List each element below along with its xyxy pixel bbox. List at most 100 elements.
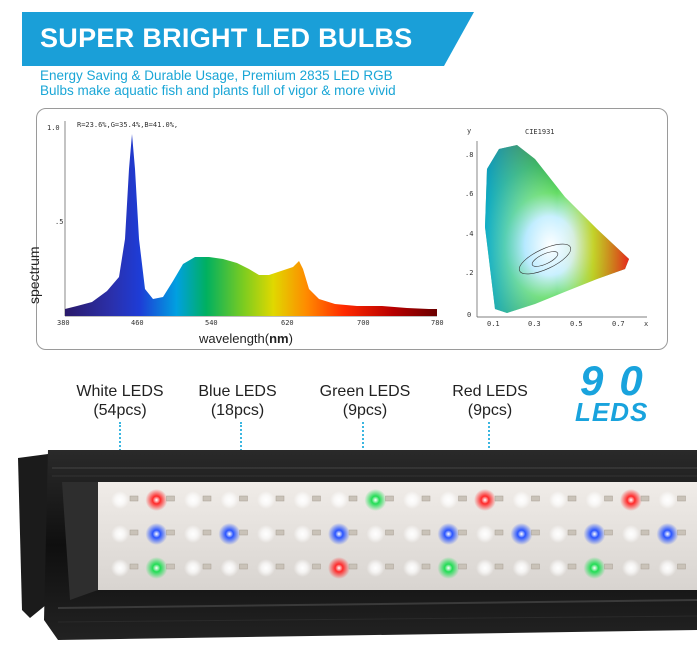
led-resistor xyxy=(348,529,358,536)
led-resistor xyxy=(421,529,431,536)
led-resistor xyxy=(312,563,321,570)
led-resistor xyxy=(202,563,212,570)
green-led xyxy=(364,489,387,511)
white-led xyxy=(366,525,385,543)
led-resistor xyxy=(677,495,686,502)
white-led xyxy=(549,525,567,543)
led-light-bar xyxy=(18,450,697,640)
led-resistor xyxy=(640,563,650,570)
led-resistor xyxy=(567,529,577,536)
led-resistor xyxy=(421,495,431,502)
white-led xyxy=(403,559,421,577)
white-led xyxy=(622,525,640,543)
white-led xyxy=(257,559,275,577)
white-led xyxy=(549,559,567,577)
led-resistor xyxy=(312,529,321,536)
white-led xyxy=(257,525,275,543)
led-resistor xyxy=(567,495,577,502)
white-led xyxy=(184,491,202,509)
white-led xyxy=(293,559,312,577)
x-tick-460: 460 xyxy=(131,319,144,327)
subtitle-line-2: Bulbs make aquatic fish and plants full … xyxy=(40,83,396,98)
white-led xyxy=(549,491,567,509)
green-led xyxy=(437,557,460,579)
banner-shape xyxy=(22,12,474,66)
cie-y-axis-label: y xyxy=(467,127,472,135)
white-led xyxy=(439,491,458,509)
led-resistor xyxy=(458,563,467,570)
led-resistor xyxy=(385,495,394,502)
white-led xyxy=(220,559,239,577)
led-total-number: 90 xyxy=(580,357,659,404)
white-led xyxy=(512,559,531,577)
red-led xyxy=(474,489,496,511)
cie-x-tick-01: 0.1 xyxy=(487,320,500,328)
cie-x-tick-05: 0.5 xyxy=(570,320,583,328)
led-resistor xyxy=(640,495,650,502)
led-resistor xyxy=(202,529,212,536)
led-resistor xyxy=(604,529,613,536)
white-led xyxy=(111,525,129,543)
cie-y-tick-06: .6 xyxy=(465,190,474,198)
blue-led xyxy=(437,523,460,545)
led-resistor xyxy=(239,495,248,502)
led-resistor xyxy=(531,563,540,570)
white-led xyxy=(658,559,677,577)
led-resistor xyxy=(677,563,686,570)
x-tick-780: 780 xyxy=(431,319,444,327)
led-resistor xyxy=(166,563,175,570)
subtitle-line-1: Energy Saving & Durable Usage, Premium 2… xyxy=(40,68,393,83)
x-tick-700: 700 xyxy=(357,319,370,327)
cie-x-tick-03: 0.3 xyxy=(528,320,541,328)
led-resistor xyxy=(348,563,358,570)
red-led xyxy=(328,557,350,579)
led-resistor xyxy=(239,529,248,536)
banner-title: SUPER BRIGHT LED BULBS xyxy=(40,23,413,53)
led-resistor xyxy=(348,495,358,502)
y-tick-1: 1.0 xyxy=(47,124,60,132)
green-led xyxy=(145,557,168,579)
led-resistor xyxy=(385,529,394,536)
blue-led xyxy=(510,523,533,545)
x-tick-540: 540 xyxy=(205,319,218,327)
white-led xyxy=(585,491,604,509)
cie-x-tick-07: 0.7 xyxy=(612,320,625,328)
cie-y-tick-08: .8 xyxy=(465,151,474,159)
white-led xyxy=(257,491,275,509)
led-resistor xyxy=(494,563,504,570)
led-total-label: LEDS xyxy=(575,397,649,427)
white-led xyxy=(330,491,348,509)
cie-y-tick-02: .2 xyxy=(465,269,474,277)
white-led xyxy=(476,559,494,577)
white-led xyxy=(658,491,677,509)
white-led xyxy=(512,491,531,509)
blue-led xyxy=(328,523,350,545)
led-resistor xyxy=(604,495,613,502)
led-resistor xyxy=(166,529,175,536)
x-tick-620: 620 xyxy=(281,319,294,327)
led-resistor xyxy=(458,495,467,502)
white-led xyxy=(220,491,239,509)
blue-led xyxy=(145,523,168,545)
cie-y-tick-0: 0 xyxy=(467,311,472,319)
led-resistor xyxy=(494,495,504,502)
led-resistor xyxy=(531,529,540,536)
spectrum-panel: spectrum 1.0 .5 R=23.6%,G=35.4%,B=41.0%,… xyxy=(26,108,668,350)
red-led xyxy=(620,489,642,511)
led-resistor xyxy=(640,529,650,536)
white-led xyxy=(403,525,421,543)
banner: SUPER BRIGHT LED BULBS xyxy=(22,12,474,66)
white-led xyxy=(111,559,129,577)
led-resistor xyxy=(385,563,394,570)
led-resistor xyxy=(677,529,686,536)
led-resistor xyxy=(421,563,431,570)
green-leds-label: Green LEDS (9pcs) xyxy=(319,383,411,419)
y-tick-half: .5 xyxy=(55,218,64,226)
white-led xyxy=(476,525,494,543)
blue-led xyxy=(583,523,606,545)
led-resistor xyxy=(458,529,467,536)
white-led xyxy=(293,491,312,509)
spectrum-y-label: spectrum xyxy=(26,246,42,304)
white-led xyxy=(622,559,640,577)
led-resistor xyxy=(166,495,175,502)
